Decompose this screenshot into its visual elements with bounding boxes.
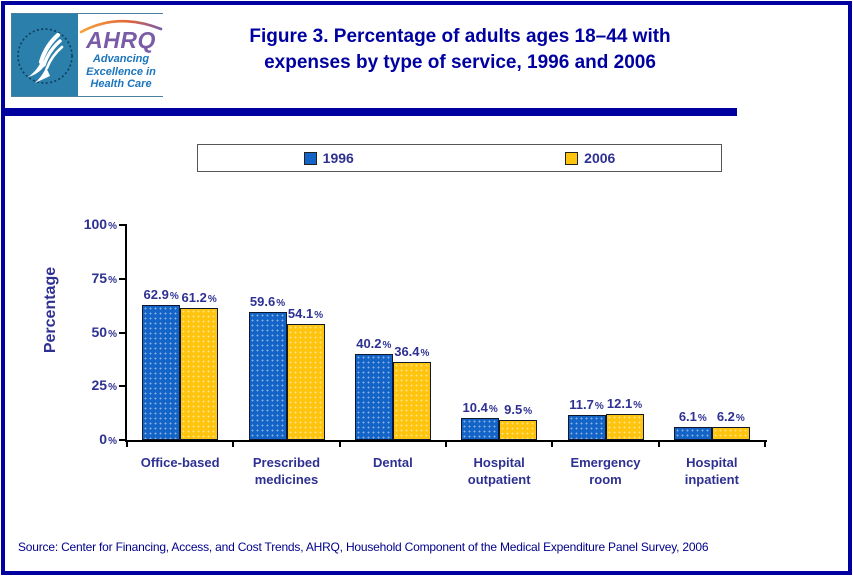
y-tick-mark — [119, 331, 126, 334]
bar-1996-3 — [461, 417, 500, 440]
ahrq-swoosh-icon — [79, 19, 163, 34]
bar-value-label: 62.9% — [143, 286, 179, 302]
ahrq-panel: AHRQ Advancing Excellence in Health Care — [78, 14, 164, 96]
x-tick-mark — [338, 442, 341, 447]
bar-1996-4 — [567, 414, 606, 440]
legend-item-1996: 1996 — [303, 150, 354, 166]
category-label: Hospital inpatient — [684, 455, 739, 487]
ahrq-tagline: Advancing Excellence in Health Care — [86, 53, 156, 91]
header-divider — [5, 108, 737, 116]
bar-value-label: 6.1% — [678, 408, 707, 424]
title-line-1: Figure 3. Percentage of adults ages 18–4… — [249, 26, 671, 47]
legend-item-2006: 2006 — [565, 150, 615, 166]
bar-2006-0 — [180, 308, 219, 440]
tagline-line: Health Care — [90, 78, 152, 90]
legend-swatch-2006 — [565, 151, 579, 165]
x-tick-mark — [764, 442, 766, 447]
bar-2006-4 — [605, 413, 644, 440]
bar-1996-1 — [248, 311, 287, 440]
y-axis — [125, 224, 127, 442]
bar-1996-5 — [673, 426, 712, 440]
bar-value-label: 40.2% — [356, 335, 392, 351]
tagline-line: Advancing — [92, 53, 150, 65]
legend-swatch-1996 — [303, 151, 317, 165]
bar-value-label: 59.6% — [249, 293, 286, 309]
ahrq-logo: AHRQ Advancing Excellence in Health Care — [11, 13, 164, 97]
bar-1996-0 — [142, 304, 181, 440]
bar-value-label: 12.1% — [606, 395, 643, 411]
y-tick-mark — [119, 385, 126, 388]
x-tick-mark — [445, 442, 447, 447]
bar-2006-3 — [499, 419, 538, 440]
bar-2006-1 — [286, 323, 325, 440]
y-tick-label: 25% — [91, 377, 117, 394]
legend-label: 2006 — [584, 150, 616, 166]
hhs-eagle-icon — [17, 28, 73, 84]
bar-value-label: 9.5% — [504, 401, 533, 417]
category-label: Office-based — [140, 455, 220, 470]
title-line-2: expenses by type of service, 1996 and 20… — [264, 52, 656, 73]
page-title: Figure 3. Percentage of adults ages 18–4… — [175, 24, 745, 76]
y-tick-mark — [119, 277, 126, 280]
chart-legend: 1996 2006 — [197, 144, 722, 172]
bar-1996-2 — [354, 353, 393, 440]
y-tick-label: 50% — [91, 323, 117, 340]
category-label: Emergency room — [570, 455, 641, 487]
x-axis — [125, 440, 767, 442]
x-tick-mark — [551, 442, 554, 447]
x-tick-mark — [657, 442, 660, 447]
hhs-seal-icon — [12, 14, 78, 96]
legend-label: 1996 — [322, 150, 354, 166]
category-label: Hospital outpatient — [467, 455, 531, 487]
bar-value-label: 36.4% — [394, 343, 430, 359]
y-tick-label: 100% — [83, 216, 117, 232]
y-axis-title: Percentage — [42, 266, 59, 354]
bar-value-label: 6.2% — [716, 408, 745, 424]
x-tick-mark — [126, 442, 128, 447]
tagline-line: Excellence in — [86, 65, 156, 78]
bar-value-label: 11.7% — [569, 396, 604, 412]
bar-value-label: 54.1% — [287, 305, 324, 321]
category-label: Dental — [372, 455, 413, 470]
y-tick-label: 0% — [99, 431, 117, 447]
ahrq-wordmark: AHRQ — [86, 27, 156, 53]
bar-value-label: 61.2% — [181, 290, 217, 306]
category-label: Prescribed medicines — [252, 455, 321, 487]
source-note: Source: Center for Financing, Access, an… — [18, 540, 709, 554]
x-tick-mark — [232, 442, 235, 447]
y-tick-label: 75% — [91, 269, 117, 286]
y-tick-mark — [119, 439, 126, 441]
y-tick-mark — [119, 224, 126, 226]
bar-2006-2 — [392, 361, 431, 440]
bar-2006-5 — [711, 426, 750, 440]
bar-value-label: 10.4% — [462, 399, 498, 415]
